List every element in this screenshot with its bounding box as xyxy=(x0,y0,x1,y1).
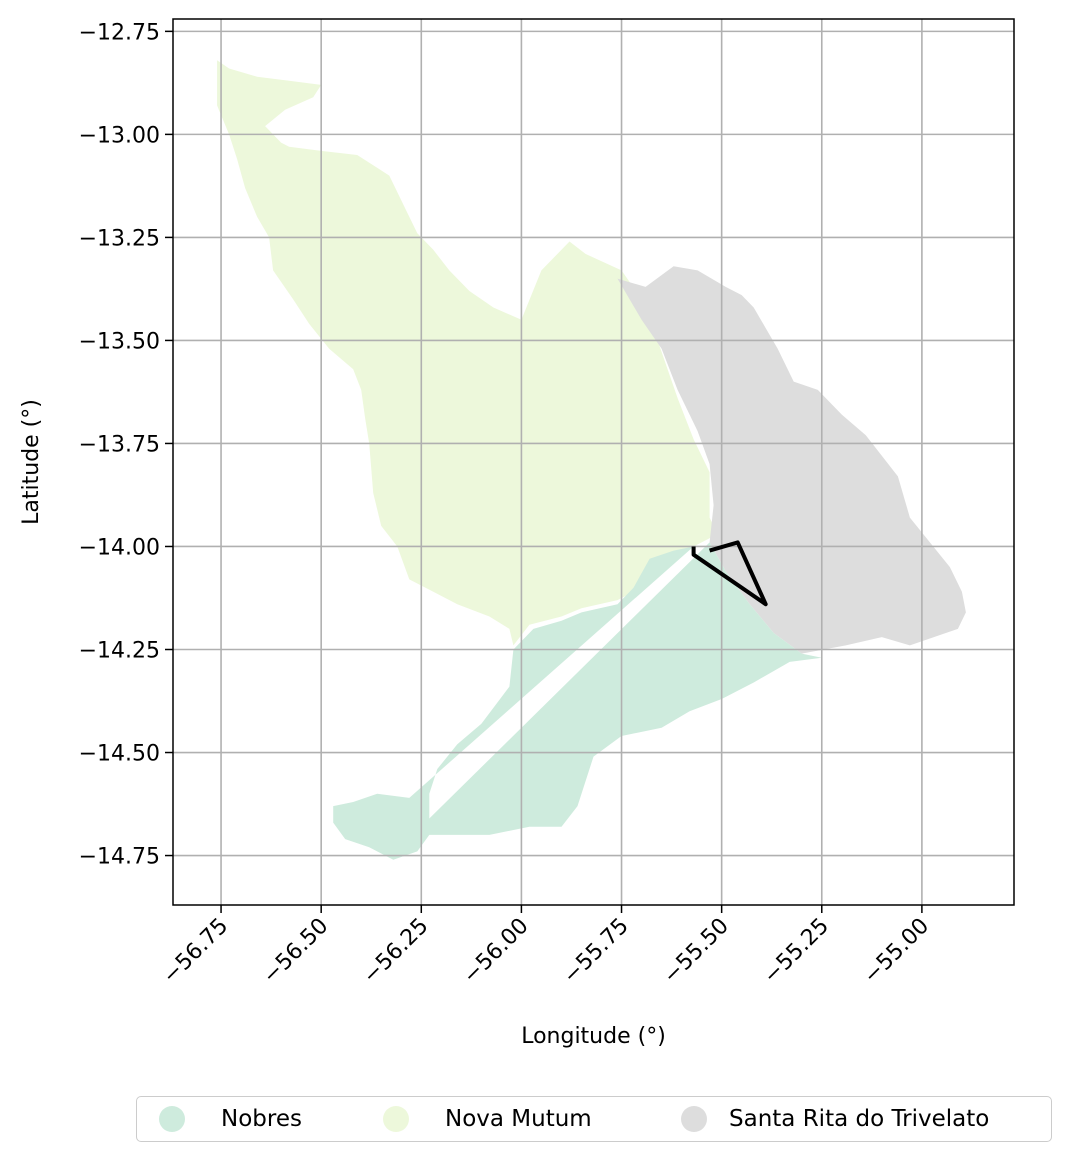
x-tick-label: −55.75 xyxy=(559,914,634,989)
axes-frame xyxy=(172,18,1015,906)
y-tick-label: −14.25 xyxy=(79,639,160,664)
legend-label: Santa Rita do Trivelato xyxy=(729,1106,990,1132)
region-nova-mutum xyxy=(217,60,718,646)
legend-label: Nobres xyxy=(221,1106,302,1132)
y-tick-label: −14.00 xyxy=(79,535,160,560)
grid-layer xyxy=(173,19,1014,905)
x-tick-label: −55.00 xyxy=(859,914,934,989)
x-axis-label: Longitude (°) xyxy=(521,1024,666,1049)
y-tick-label: −13.25 xyxy=(79,226,160,251)
legend-label: Nova Mutum xyxy=(445,1106,592,1132)
legend-marker-santa-rita-do-trivelato xyxy=(681,1106,707,1132)
x-axis-ticks: −56.75 −56.50 −56.25 −56.00 −55.75 −55.50 −55.… xyxy=(158,905,934,989)
legend-item-nova-mutum: Nova Mutum xyxy=(383,1097,681,1141)
x-tick-label: −55.25 xyxy=(759,914,834,989)
x-tick-label: −56.00 xyxy=(458,914,533,989)
y-tick-label: −13.50 xyxy=(79,329,160,354)
legend-marker-nova-mutum xyxy=(383,1106,409,1132)
y-tick-label: −13.75 xyxy=(79,432,160,457)
y-axis-label: Latitude (°) xyxy=(19,399,44,525)
x-tick-label: −55.50 xyxy=(659,914,734,989)
legend: Nobres Nova Mutum Santa Rita do Trivelat… xyxy=(136,1096,1052,1142)
y-axis-ticks: −12.75 −13.00 −13.25 −13.50 −13.75 −14.00 −14.… xyxy=(79,20,173,870)
x-tick-label: −56.75 xyxy=(158,914,233,989)
highlight-outline-layer xyxy=(691,540,768,607)
regions-layer xyxy=(217,60,966,860)
region-santa-rita-do-trivelato xyxy=(617,266,966,654)
y-tick-label: −14.50 xyxy=(79,742,160,767)
map-figure: −56.75 −56.50 −56.25 −56.00 −55.75 −55.50 −55.… xyxy=(19,18,1015,1049)
x-tick-label: −56.50 xyxy=(258,914,333,989)
highlight-outline xyxy=(691,540,768,607)
y-tick-label: −12.75 xyxy=(79,20,160,45)
y-tick-label: −14.75 xyxy=(79,845,160,870)
x-tick-label: −56.25 xyxy=(358,914,433,989)
legend-marker-nobres xyxy=(159,1106,185,1132)
legend-item-nobres: Nobres xyxy=(159,1097,383,1141)
legend-item-santa-rita-do-trivelato: Santa Rita do Trivelato xyxy=(681,1097,989,1141)
y-tick-label: −13.00 xyxy=(79,123,160,148)
region-nobres xyxy=(333,542,822,860)
